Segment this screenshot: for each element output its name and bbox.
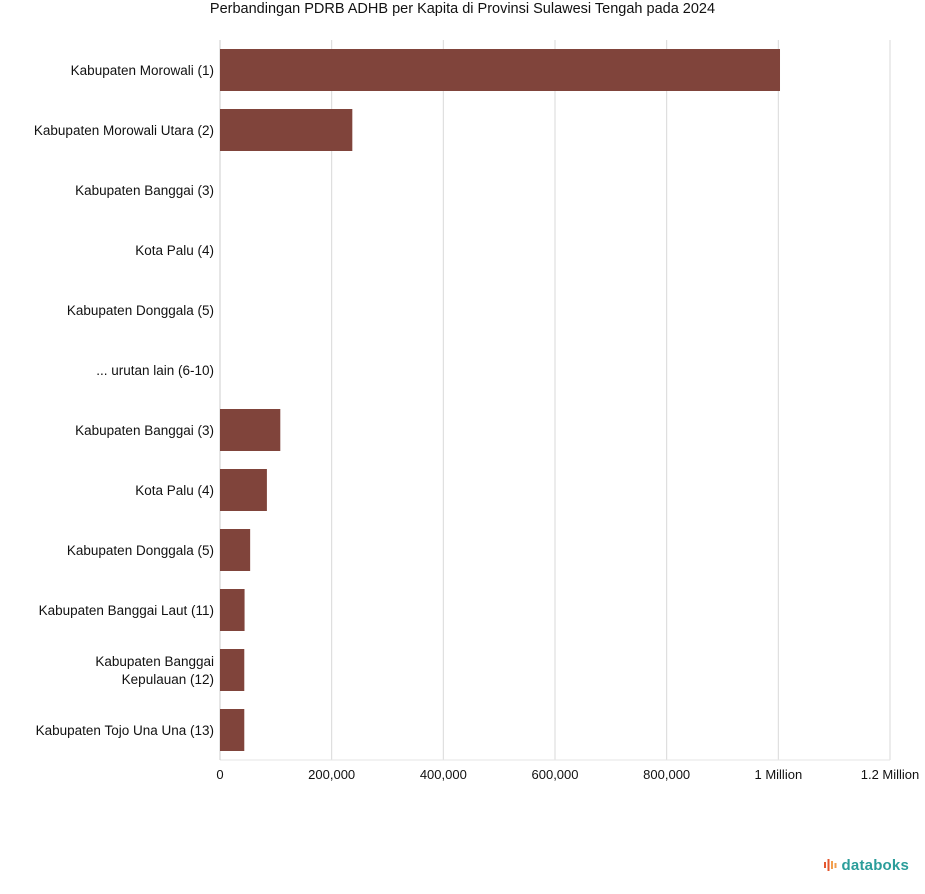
bar <box>220 589 245 631</box>
category-label: Kabupaten Tojo Una Una (13) <box>36 723 214 738</box>
bar <box>220 409 281 451</box>
category-label: Kabupaten Banggai (3) <box>75 423 214 438</box>
x-tick-label: 400,000 <box>420 767 467 782</box>
category-label-line: Kepulauan (12) <box>122 672 214 687</box>
category-label: Kabupaten Donggala (5) <box>67 303 214 318</box>
bar <box>220 709 245 751</box>
category-label: Kota Palu (4) <box>135 243 214 258</box>
category-label-line: Kabupaten Donggala (5) <box>67 303 214 318</box>
x-tick-label: 1 Million <box>754 767 802 782</box>
category-label: Kabupaten Donggala (5) <box>67 543 214 558</box>
bar <box>220 649 245 691</box>
databoks-wordmark: databoks <box>841 856 909 874</box>
category-label-line: Kota Palu (4) <box>135 243 214 258</box>
category-label-line: Kabupaten Banggai (3) <box>75 183 214 198</box>
category-label-line: Kabupaten Tojo Una Una (13) <box>36 723 214 738</box>
category-label-line: Kota Palu (4) <box>135 483 214 498</box>
chart-title: Perbandingan PDRB ADHB per Kapita di Pro… <box>209 1 716 17</box>
category-label-line: Kabupaten Banggai <box>95 654 214 669</box>
category-label-line: ... urutan lain (6-10) <box>96 363 214 378</box>
category-label-line: Kabupaten Morowali Utara (2) <box>34 123 214 138</box>
x-tick-label: 600,000 <box>532 767 579 782</box>
category-label-line: Kabupaten Morowali (1) <box>71 63 214 78</box>
bar <box>220 529 251 571</box>
bar <box>220 109 353 151</box>
x-tick-label: 0 <box>216 767 223 782</box>
databoks-logo-icon <box>823 859 837 871</box>
category-label: Kabupaten Morowali Utara (2) <box>34 123 214 138</box>
category-label: ... urutan lain (6-10) <box>96 363 214 378</box>
category-label: Kabupaten Morowali (1) <box>71 63 214 78</box>
category-label: Kabupaten Banggai Laut (11) <box>39 603 214 618</box>
databoks-brand: databoks <box>823 855 909 875</box>
x-tick-label: 1.2 Million <box>861 767 920 782</box>
bar <box>220 469 267 511</box>
bar <box>220 49 781 91</box>
category-label: Kabupaten Banggai Kepulauan (12) <box>95 654 214 687</box>
x-tick-label: 200,000 <box>308 767 355 782</box>
x-tick-label: 800,000 <box>643 767 690 782</box>
category-label-line: Kabupaten Banggai Laut (11) <box>39 603 214 618</box>
category-label-line: Kabupaten Banggai (3) <box>75 423 214 438</box>
category-label-line: Kabupaten Donggala (5) <box>67 543 214 558</box>
category-label: Kota Palu (4) <box>135 483 214 498</box>
category-label: Kabupaten Banggai (3) <box>75 183 214 198</box>
